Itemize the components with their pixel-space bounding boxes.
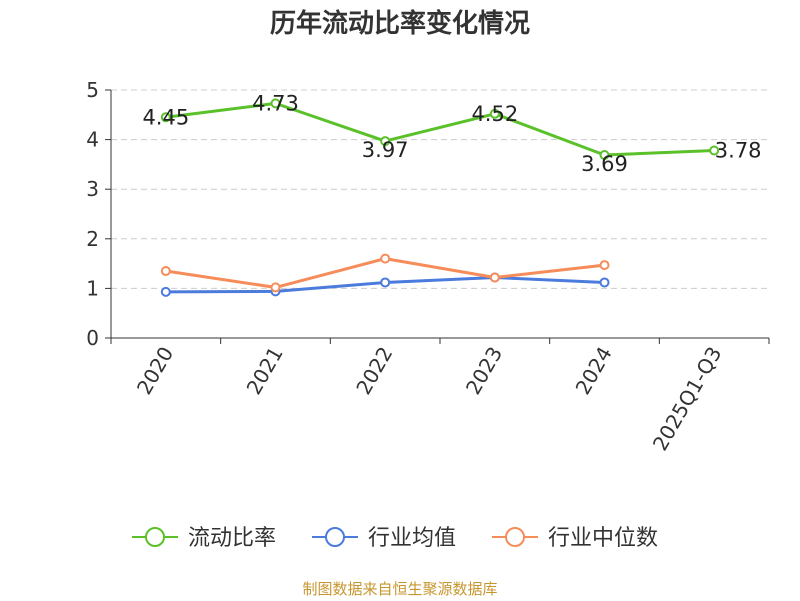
data-point xyxy=(380,277,391,288)
data-point xyxy=(489,272,500,283)
x-tick-label: 2022 xyxy=(351,343,397,399)
x-tick-label: 2021 xyxy=(242,343,288,399)
x-tick-label: 2023 xyxy=(461,343,507,399)
legend-label: 流动比率 xyxy=(188,526,276,551)
data-label: 3.69 xyxy=(581,152,628,176)
chart-title: 历年流动比率变化情况 xyxy=(269,9,530,39)
data-point xyxy=(599,260,610,271)
data-label: 4.73 xyxy=(252,91,299,115)
data-point xyxy=(599,149,610,160)
source-note: 制图数据来自恒生聚源数据库 xyxy=(302,580,498,598)
legend-item-1[interactable]: 行业均值 xyxy=(312,526,456,551)
legend-marker xyxy=(145,527,165,547)
x-tick-label: 2025Q1-Q3 xyxy=(648,343,727,455)
data-point xyxy=(380,136,391,147)
data-point xyxy=(599,277,610,288)
data-point xyxy=(270,282,281,293)
legend-item-0[interactable]: 流动比率 xyxy=(132,526,276,551)
legend-item-2[interactable]: 行业中位数 xyxy=(492,526,658,551)
data-label: 3.78 xyxy=(715,139,762,163)
data-label: 4.45 xyxy=(142,105,189,129)
y-tick-label: 1 xyxy=(86,276,99,300)
y-tick-label: 4 xyxy=(86,128,99,152)
data-point xyxy=(160,266,171,277)
legend[interactable]: 流动比率 行业均值 行业中位数 xyxy=(132,526,658,551)
x-tick-label: 2024 xyxy=(571,343,617,399)
grid-lines xyxy=(111,89,769,289)
y-tick-label: 0 xyxy=(86,326,99,350)
legend-marker xyxy=(325,527,345,547)
legend-marker xyxy=(505,527,525,547)
data-point xyxy=(160,286,171,297)
y-tick-label: 3 xyxy=(86,177,99,201)
data-point xyxy=(709,145,720,156)
data-point xyxy=(489,108,500,119)
x-tick-label: 2020 xyxy=(132,343,178,399)
y-tick-label: 2 xyxy=(86,227,99,251)
y-tick-label: 5 xyxy=(86,78,99,102)
data-label: 4.52 xyxy=(471,102,518,126)
data-point xyxy=(270,98,281,109)
data-labels: 4.45 4.73 3.97 4.52 3.69 3.78 xyxy=(142,91,761,176)
data-point xyxy=(160,112,171,123)
series-lines xyxy=(160,98,720,297)
series-line-0 xyxy=(165,101,715,157)
data-point xyxy=(380,253,391,264)
legend-label: 行业中位数 xyxy=(548,526,658,551)
data-label: 3.97 xyxy=(362,138,409,162)
legend-label: 行业均值 xyxy=(368,526,456,551)
